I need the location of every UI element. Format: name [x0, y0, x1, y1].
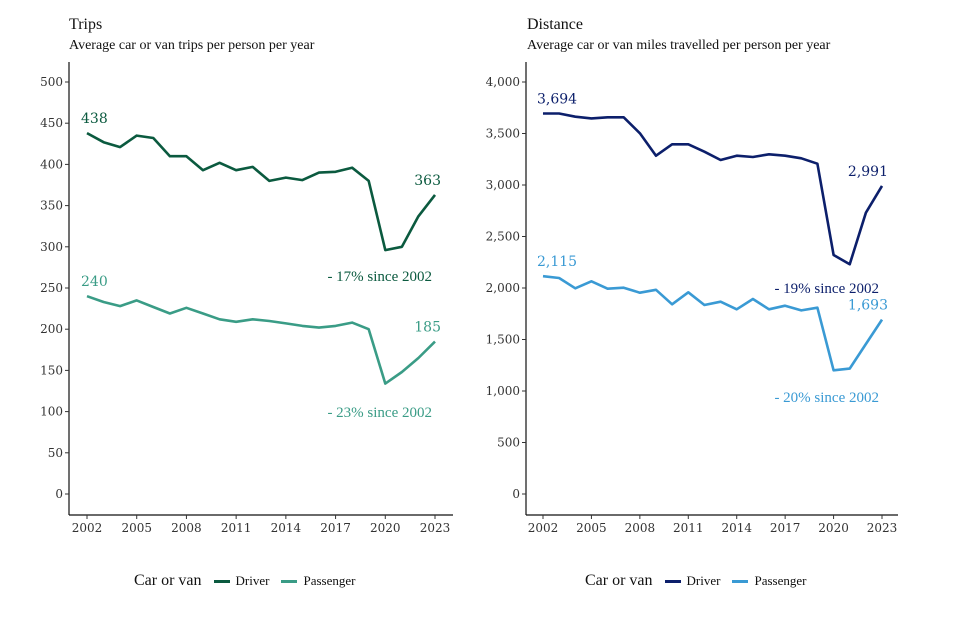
distance-passenger-line	[542, 274, 884, 372]
trips-y-tick-label: 150	[40, 363, 63, 377]
distance-y-tick-label: 2,500	[486, 230, 520, 244]
distance-driver-change-note: - 19% since 2002	[774, 281, 879, 297]
trips-y-tick-label: 450	[40, 116, 63, 130]
trips-driver-end-label: 363	[414, 173, 441, 189]
distance-x-tick-label: 2023	[867, 521, 898, 535]
distance-driver-start-label: 3,694	[537, 92, 577, 108]
distance-y-tick-label: 3,000	[486, 178, 520, 192]
trips-y-tick-label: 50	[48, 446, 63, 460]
trips-passenger-start-label: 240	[81, 274, 108, 290]
distance-passenger-start-label: 2,115	[537, 254, 577, 270]
legend-key-passenger	[732, 579, 749, 583]
trips-x-tick-label: 2005	[121, 521, 152, 535]
trips-title: Trips	[69, 16, 103, 33]
trips-passenger-change-note: - 23% since 2002	[327, 405, 432, 421]
distance-y-tick-label: 500	[497, 436, 520, 450]
distance-x-tick-label: 2005	[576, 521, 607, 535]
trips-passenger-end-label: 185	[414, 320, 441, 336]
legend-title: Car or van	[585, 572, 653, 589]
legend-label-passenger: Passenger	[754, 573, 807, 588]
legend-label-driver: Driver	[686, 573, 721, 588]
trips-driver-start-label: 438	[81, 111, 108, 127]
distance-x-tick-label: 2017	[770, 521, 801, 535]
trips-x-tick-label: 2002	[72, 521, 103, 535]
distance-title: Distance	[527, 16, 583, 33]
trips-passenger-line	[86, 294, 436, 385]
trips-y-tick-label: 500	[40, 75, 63, 89]
distance-driver-end-label: 2,991	[848, 164, 888, 180]
distance-legend: Car or van Driver Passenger	[585, 572, 814, 590]
trips-legend: Car or van Driver Passenger	[134, 572, 363, 590]
distance-y-tick-label: 1,000	[486, 384, 520, 398]
trips-x-tick-label: 2014	[271, 521, 302, 535]
distance-x-tick-label: 2008	[625, 521, 656, 535]
distance-x-tick-label: 2002	[528, 521, 559, 535]
distance-passenger-change-note: - 20% since 2002	[774, 390, 879, 406]
legend-label-passenger: Passenger	[303, 573, 356, 588]
legend-key-driver	[213, 579, 230, 583]
trips-driver-change-note: - 17% since 2002	[327, 269, 432, 285]
distance-x-tick-label: 2020	[818, 521, 849, 535]
distance-driver-line	[543, 112, 884, 266]
distance-passenger-end-label: 1,693	[848, 298, 888, 314]
distance-x-tick-label: 2011	[673, 521, 704, 535]
trips-x-tick-label: 2008	[171, 521, 202, 535]
trips-y-tick-label: 400	[40, 157, 63, 171]
distance-x-tick-label: 2014	[721, 521, 752, 535]
trips-x-tick-label: 2023	[420, 521, 451, 535]
legend-key-driver	[664, 579, 681, 583]
legend-title: Car or van	[134, 572, 202, 589]
trips-x-tick-label: 2017	[320, 521, 351, 535]
trips-y-tick-label: 350	[40, 199, 63, 213]
trips-y-tick-label: 100	[40, 405, 63, 419]
distance-y-tick-label: 2,000	[486, 281, 520, 295]
trips-y-tick-label: 200	[40, 322, 63, 336]
trips-subtitle: Average car or van trips per person per …	[69, 38, 315, 53]
distance-y-tick-label: 1,500	[486, 333, 520, 347]
distance-y-tick-label: 0	[512, 487, 520, 501]
trips-y-tick-label: 250	[40, 281, 63, 295]
legend-key-passenger	[281, 579, 298, 583]
trips-x-tick-label: 2020	[370, 521, 401, 535]
distance-y-tick-label: 3,500	[486, 127, 520, 141]
trips-x-tick-label: 2011	[221, 521, 252, 535]
trips-y-tick-label: 0	[55, 487, 63, 501]
trips-driver-line	[86, 131, 437, 252]
trips-y-tick-label: 300	[40, 240, 63, 254]
distance-y-tick-label: 4,000	[486, 75, 520, 89]
distance-subtitle: Average car or van miles travelled per p…	[527, 38, 831, 53]
legend-label-driver: Driver	[235, 573, 270, 588]
